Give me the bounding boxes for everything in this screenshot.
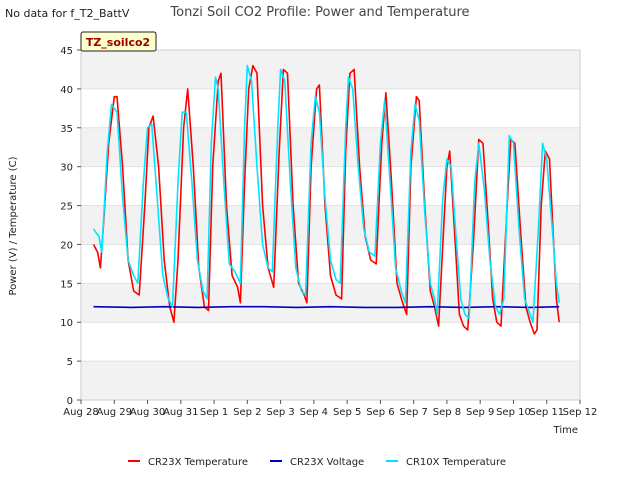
x-tick-label: Sep 3: [266, 407, 294, 418]
x-tick-label: Sep 10: [496, 407, 531, 418]
x-tick-label: Sep 5: [333, 407, 361, 418]
background-band: [81, 127, 580, 167]
background-band: [81, 50, 580, 89]
x-tick-label: Sep 4: [300, 407, 328, 418]
plot-frame: [80, 49, 581, 401]
x-tick-label: Sep 6: [366, 407, 394, 418]
y-tick-label: 10: [60, 318, 73, 329]
x-tick-label: Aug 30: [130, 407, 165, 418]
x-tick-label: Sep 7: [399, 407, 427, 418]
x-tick-label: Aug 28: [63, 407, 98, 418]
x-tick-label: Sep 1: [200, 407, 228, 418]
y-tick-label: 20: [60, 240, 73, 251]
x-axis-label: Time: [553, 425, 578, 436]
legend-label: CR10X Temperature: [406, 457, 506, 468]
y-tick-label: 35: [60, 124, 73, 135]
site-label: TZ_soilco2: [86, 36, 150, 49]
legend-label: CR23X Voltage: [290, 457, 364, 468]
x-tick-label: Sep 2: [233, 407, 261, 418]
no-data-note: No data for f_T2_BattV: [5, 7, 130, 20]
series-line-2: [92, 64, 560, 323]
x-tick-label: Sep 9: [466, 407, 494, 418]
y-tick-label: 30: [60, 163, 73, 174]
x-tick-label: Sep 11: [529, 407, 564, 418]
chart-title: Tonzi Soil CO2 Profile: Power and Temper…: [169, 5, 469, 20]
series-lines: [92, 64, 560, 335]
x-tick-label: Aug 29: [97, 407, 132, 418]
y-tick-label: 45: [60, 46, 73, 57]
background-bands: [81, 50, 580, 400]
legend: CR23X Temperature CR23X Voltage CR10X Temp…: [128, 457, 506, 468]
series-line-1: [93, 305, 560, 309]
y-tick-label: 40: [60, 85, 73, 96]
y-tick-label: 25: [60, 202, 73, 213]
y-tick-label: 5: [67, 357, 73, 368]
y-tick-label: 15: [60, 279, 73, 290]
legend-label: CR23X Temperature: [148, 457, 248, 468]
background-band: [81, 205, 580, 245]
x-tick-label: Aug 31: [163, 407, 198, 418]
x-tick-label: Sep 12: [563, 407, 598, 418]
x-tick-label: Sep 8: [433, 407, 461, 418]
y-axis-label: Power (V) / Temperature (C): [8, 156, 19, 295]
background-band: [81, 361, 580, 400]
site-label-box: TZ_soilco2: [80, 31, 157, 52]
background-band: [81, 283, 580, 323]
y-tick-label: 0: [67, 396, 73, 407]
